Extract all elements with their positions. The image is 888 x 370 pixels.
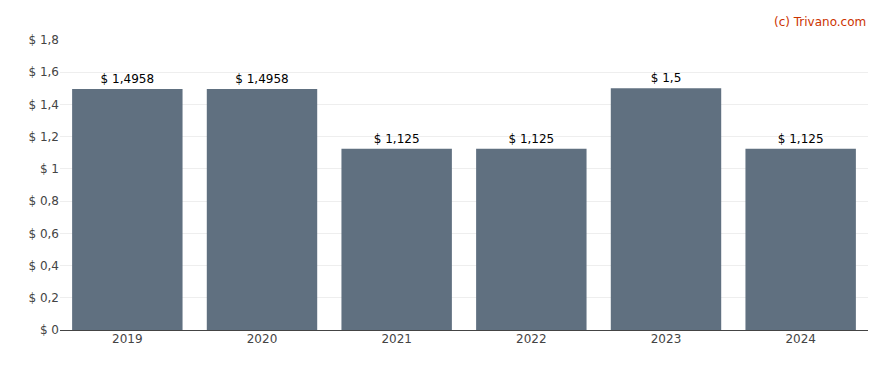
svg-text:$ 1: $ 1 [40,162,59,176]
svg-text:2019: 2019 [112,332,143,346]
svg-text:$ 0: $ 0 [40,323,59,337]
svg-text:2023: 2023 [651,332,682,346]
svg-text:2020: 2020 [247,332,278,346]
svg-text:$ 0,8: $ 0,8 [28,194,59,208]
svg-text:$ 1,6: $ 1,6 [28,65,59,79]
svg-text:2022: 2022 [516,332,547,346]
svg-text:$ 0,6: $ 0,6 [28,227,59,241]
svg-text:$ 1,2: $ 1,2 [28,130,59,144]
svg-text:$ 1,125: $ 1,125 [374,132,420,146]
svg-text:$ 1,125: $ 1,125 [508,132,554,146]
svg-text:2024: 2024 [785,332,816,346]
svg-text:$ 1,4: $ 1,4 [28,98,59,112]
svg-text:(c) Trivano.com: (c) Trivano.com [774,15,866,29]
svg-text:$ 1,4958: $ 1,4958 [235,72,288,86]
svg-text:$ 0,4: $ 0,4 [28,259,59,273]
svg-text:$ 1,125: $ 1,125 [778,132,824,146]
svg-text:2021: 2021 [381,332,412,346]
svg-text:$ 1,4958: $ 1,4958 [101,72,154,86]
svg-text:$ 1,8: $ 1,8 [28,33,59,47]
svg-text:$ 0,2: $ 0,2 [28,291,59,305]
svg-text:$ 1,5: $ 1,5 [651,71,682,85]
